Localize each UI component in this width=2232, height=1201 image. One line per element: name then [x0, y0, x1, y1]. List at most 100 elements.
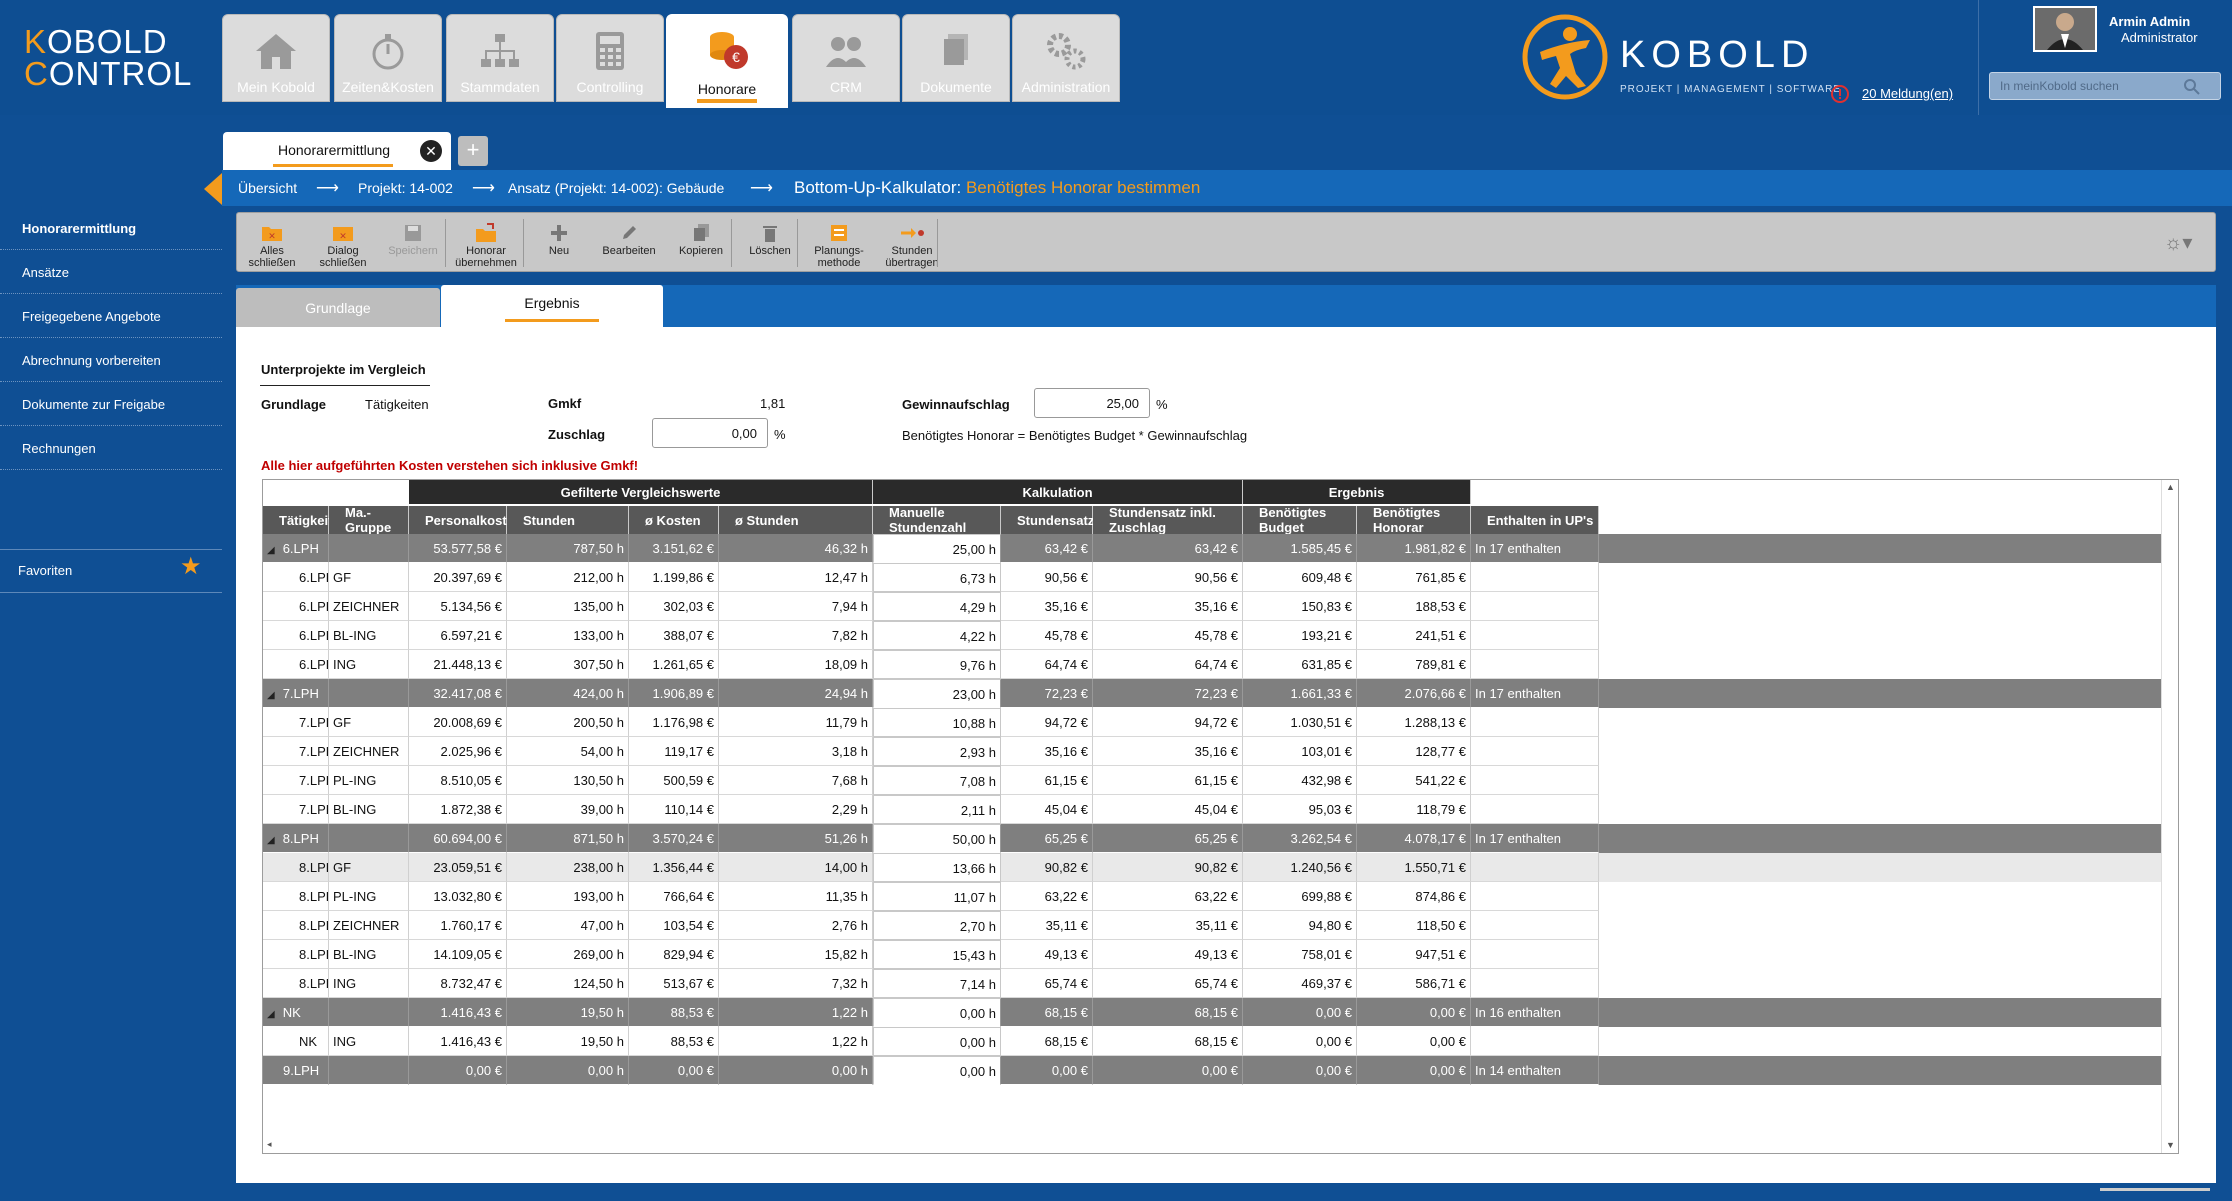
tab-honorare[interactable]: € Honorare — [666, 14, 788, 108]
collapse-triangle-icon[interactable]: ◢ — [267, 835, 275, 846]
tab-crm[interactable]: CRM — [792, 14, 900, 102]
manual-hours-input[interactable]: 15,43 h — [873, 940, 1001, 969]
horizontal-scrollbar[interactable]: ◂ — [263, 1136, 2161, 1153]
search-input[interactable]: In meinKobold suchen — [1989, 72, 2221, 100]
group-row[interactable]: ◢ 6.LPH 53.577,58 €787,50 h 3.151,62 €46,32… — [263, 534, 2178, 563]
column-header[interactable]: Stundensatz — [1001, 506, 1094, 534]
manual-hours-input[interactable]: 2,93 h — [873, 737, 1001, 766]
löschen-button[interactable]: Löschen — [737, 213, 803, 271]
manual-hours-input[interactable]: 6,73 h — [873, 563, 1001, 592]
tab-dokumente[interactable]: Dokumente — [902, 14, 1010, 102]
sidebar-item-freigegebene-angebote[interactable]: Freigegebene Angebote — [0, 294, 222, 338]
column-header[interactable]: Benötigtes Budget — [1243, 505, 1357, 535]
manual-hours-input[interactable]: 25,00 h — [873, 534, 1001, 563]
manual-hours-input[interactable]: 2,70 h — [873, 911, 1001, 940]
sidebar-item-ansätze[interactable]: Ansätze — [0, 250, 222, 294]
scroll-up-icon[interactable]: ▲ — [2166, 482, 2175, 492]
manual-hours-input[interactable]: 4,22 h — [873, 621, 1001, 650]
user-name[interactable]: Armin Admin — [2109, 14, 2191, 29]
column-header[interactable]: Tätigkeit — [263, 506, 332, 534]
neu-button[interactable]: Neu — [527, 213, 591, 271]
tab-honorarermittlung[interactable]: Honorarermittlung ✕ — [223, 132, 451, 170]
collapse-triangle-icon[interactable]: ◢ — [267, 690, 275, 701]
zuschlag-input[interactable]: 0,00 — [652, 418, 768, 448]
manual-hours-input[interactable]: 11,07 h — [873, 882, 1001, 911]
column-header[interactable]: Personalkosten — [409, 506, 522, 534]
tab-zeiten-kosten[interactable]: Zeiten&Kosten — [334, 14, 442, 102]
manual-hours-input[interactable]: 10,88 h — [873, 708, 1001, 737]
alert-icon[interactable] — [1830, 84, 1850, 104]
brand-logo[interactable]: KOBOLD CONTROL — [24, 23, 193, 92]
table-row[interactable]: NK ING 1.416,43 €19,50 h 88,53 €1,22 h 0,00 … — [263, 1027, 2178, 1056]
close-icon[interactable]: ✕ — [420, 140, 442, 162]
avatar[interactable] — [2033, 6, 2097, 52]
tab-stammdaten[interactable]: Stammdaten — [446, 14, 554, 102]
manual-hours-input[interactable]: 7,08 h — [873, 766, 1001, 795]
manual-hours-input[interactable]: 7,14 h — [873, 969, 1001, 998]
manual-hours-input[interactable]: 23,00 h — [873, 679, 1001, 708]
speichern-button[interactable]: Speichern — [379, 213, 447, 271]
manual-hours-input[interactable]: 50,00 h — [873, 824, 1001, 853]
star-icon[interactable]: ★ — [180, 553, 202, 580]
table-row[interactable]: 6.LPHING21.448,13 €307,50 h1.261,65 €18,… — [263, 650, 2178, 679]
bearbeiten-button[interactable]: Bearbeiten — [593, 213, 665, 271]
table-row[interactable]: 8.LPHGF23.059,51 €238,00 h1.356,44 €14,0… — [263, 853, 2178, 882]
sidebar-item-dokumente-zur-freigabe[interactable]: Dokumente zur Freigabe — [0, 382, 222, 426]
collapse-triangle-icon[interactable]: ◢ — [267, 1009, 275, 1020]
planungs-button[interactable]: Planungs-methode — [803, 213, 875, 271]
zoom-slider[interactable] — [2100, 1188, 2210, 1191]
add-tab-button[interactable]: + — [458, 136, 488, 166]
manual-hours-input[interactable]: 13,66 h — [873, 853, 1001, 882]
favorites-item[interactable]: Favoriten — [0, 549, 222, 593]
group-row[interactable]: ◢ 8.LPH 60.694,00 €871,50 h 3.570,24 €51,26… — [263, 824, 2178, 853]
settings-gear-icon[interactable]: ☼▾ — [2164, 232, 2193, 254]
kopieren-button[interactable]: Kopieren — [667, 213, 735, 271]
tab-administration[interactable]: Administration — [1012, 14, 1120, 102]
honorar-button[interactable]: Honorar übernehmen — [447, 213, 525, 271]
search-icon[interactable] — [2183, 78, 2201, 96]
scroll-left-icon[interactable]: ◂ — [267, 1139, 272, 1149]
gewinnaufschlag-input[interactable]: 25,00 — [1034, 388, 1150, 418]
column-header[interactable]: Benötigtes Honorar — [1357, 505, 1471, 535]
group-row[interactable]: 9.LPH 0,00 €0,00 h 0,00 €0,00 h 0,00 h 0,00 … — [263, 1056, 2178, 1085]
sidebar-item-rechnungen[interactable]: Rechnungen — [0, 426, 222, 470]
sidebar-item-honorarermittlung[interactable]: Honorarermittlung — [0, 206, 222, 250]
tab-mein-kobold[interactable]: Mein Kobold — [222, 14, 330, 102]
stunden-button[interactable]: Stunden übertragen — [875, 213, 949, 271]
column-header[interactable]: Ma.-Gruppe — [329, 505, 409, 535]
tab-grundlage[interactable]: Grundlage — [236, 288, 440, 327]
alles-button[interactable]: ✕ Alles schließen — [237, 213, 307, 271]
manual-hours-input[interactable]: 9,76 h — [873, 650, 1001, 679]
breadcrumb-item[interactable]: Ansatz (Projekt: 14-002): Gebäude — [508, 180, 725, 196]
column-header[interactable]: Enthalten in UP's — [1471, 506, 1599, 534]
column-header[interactable]: Stundensatz inkl. Zuschlag — [1093, 505, 1243, 535]
tab-controlling[interactable]: Controlling — [556, 14, 664, 102]
column-header[interactable]: Manuelle Stundenzahl — [873, 505, 1001, 535]
manual-hours-input[interactable]: 4,29 h — [873, 592, 1001, 621]
manual-hours-input[interactable]: 0,00 h — [873, 1056, 1001, 1085]
sidebar-item-abrechnung-vorbereiten[interactable]: Abrechnung vorbereiten — [0, 338, 222, 382]
dialog-button[interactable]: ✕ Dialog schließen — [307, 213, 379, 271]
column-header[interactable]: ø Kosten — [629, 506, 719, 534]
vertical-scrollbar[interactable]: ▲ ▼ — [2161, 480, 2178, 1153]
table-row[interactable]: 7.LPHGF20.008,69 €200,50 h1.176,98 €11,7… — [263, 708, 2178, 737]
group-row[interactable]: ◢ 7.LPH 32.417,08 €424,00 h 1.906,89 €24,94… — [263, 679, 2178, 708]
table-row[interactable]: 6.LPHGF20.397,69 €212,00 h1.199,86 €12,4… — [263, 563, 2178, 592]
column-header[interactable]: Stunden — [507, 506, 629, 534]
column-header[interactable]: ø Stunden — [719, 506, 873, 534]
breadcrumb-item[interactable]: Übersicht — [238, 180, 298, 196]
scroll-down-icon[interactable]: ▼ — [2166, 1140, 2175, 1150]
collapse-triangle-icon[interactable]: ◢ — [267, 545, 275, 556]
manual-hours-input[interactable]: 0,00 h — [873, 998, 1001, 1027]
notifications-link[interactable]: 20 Meldung(en) — [1862, 86, 1954, 101]
